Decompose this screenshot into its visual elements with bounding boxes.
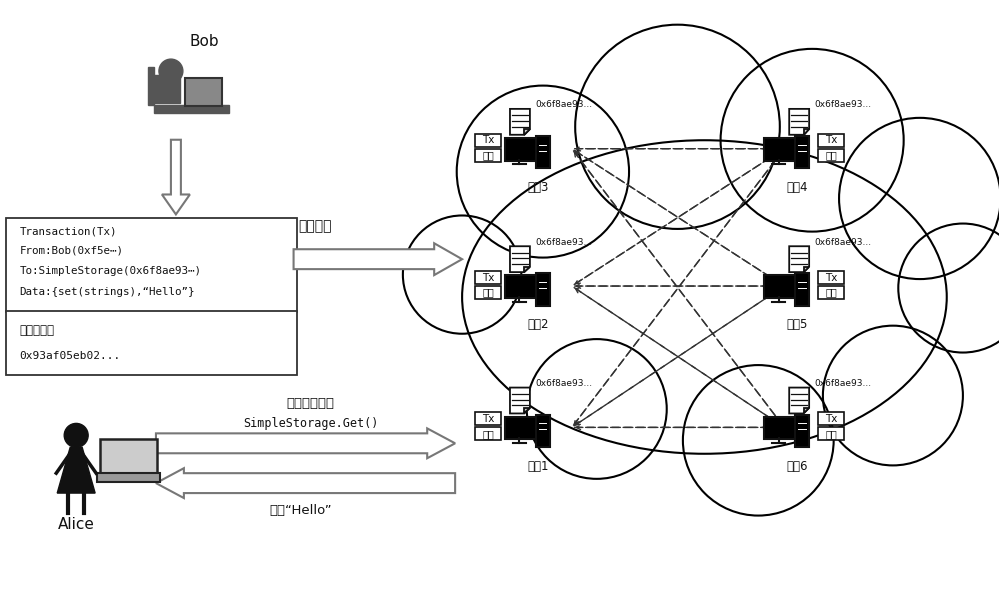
Polygon shape — [804, 408, 809, 413]
FancyBboxPatch shape — [475, 148, 501, 162]
FancyBboxPatch shape — [185, 78, 222, 106]
FancyBboxPatch shape — [818, 428, 844, 440]
Circle shape — [683, 365, 834, 516]
FancyBboxPatch shape — [795, 273, 809, 305]
Polygon shape — [804, 129, 809, 135]
Text: Bob: Bob — [189, 34, 219, 49]
Text: 签名: 签名 — [482, 429, 494, 439]
Polygon shape — [804, 267, 809, 272]
Ellipse shape — [462, 140, 947, 454]
FancyBboxPatch shape — [818, 286, 844, 299]
Circle shape — [457, 86, 629, 258]
Circle shape — [527, 339, 667, 479]
Polygon shape — [524, 408, 530, 413]
Circle shape — [823, 326, 963, 466]
Text: Tx: Tx — [482, 273, 494, 283]
FancyBboxPatch shape — [764, 275, 795, 298]
FancyBboxPatch shape — [6, 311, 297, 375]
Text: Tx: Tx — [482, 135, 494, 146]
Polygon shape — [510, 247, 530, 272]
FancyBboxPatch shape — [97, 473, 160, 482]
Text: Data:{set(strings),“Hello”}: Data:{set(strings),“Hello”} — [19, 287, 195, 297]
FancyBboxPatch shape — [6, 219, 297, 312]
Polygon shape — [789, 387, 809, 413]
Text: Transaction(Tx): Transaction(Tx) — [19, 226, 117, 236]
Polygon shape — [789, 109, 809, 135]
Text: 节点5: 节点5 — [786, 318, 808, 331]
Text: 0x6f8ae93...: 0x6f8ae93... — [535, 379, 592, 388]
Text: 0x6f8ae93...: 0x6f8ae93... — [814, 379, 871, 388]
Circle shape — [575, 25, 780, 229]
FancyBboxPatch shape — [818, 412, 844, 425]
Text: 0x6f8ae93...: 0x6f8ae93... — [814, 100, 871, 109]
Polygon shape — [789, 247, 809, 272]
Circle shape — [721, 49, 904, 232]
Text: Tx: Tx — [825, 414, 837, 424]
Text: 签名: 签名 — [825, 150, 837, 160]
Text: 签名: 签名 — [482, 150, 494, 160]
Polygon shape — [57, 447, 95, 493]
Polygon shape — [162, 140, 190, 214]
Text: 签名: 签名 — [825, 429, 837, 439]
Text: 节点6: 节点6 — [786, 460, 808, 473]
Polygon shape — [524, 129, 530, 135]
Text: From:Bob(0xf5e⋯): From:Bob(0xf5e⋯) — [19, 245, 123, 255]
Text: 0x6f8ae93...: 0x6f8ae93... — [535, 238, 592, 247]
FancyBboxPatch shape — [536, 273, 550, 305]
Text: 0x93af05eb02...: 0x93af05eb02... — [19, 350, 121, 361]
FancyBboxPatch shape — [818, 148, 844, 162]
Text: 0x6f8ae93...: 0x6f8ae93... — [535, 100, 592, 109]
Text: Alice: Alice — [58, 517, 95, 532]
FancyBboxPatch shape — [795, 415, 809, 447]
Polygon shape — [510, 387, 530, 413]
FancyBboxPatch shape — [475, 286, 501, 299]
Text: SimpleStorage.Get(): SimpleStorage.Get() — [243, 417, 378, 430]
Text: 签名: 签名 — [482, 287, 494, 298]
Text: 0x6f8ae93...: 0x6f8ae93... — [814, 238, 871, 247]
Text: 节点2: 节点2 — [527, 318, 549, 331]
FancyBboxPatch shape — [764, 138, 795, 160]
Circle shape — [898, 223, 1000, 353]
Text: Tx: Tx — [825, 273, 837, 283]
FancyBboxPatch shape — [475, 271, 501, 284]
FancyBboxPatch shape — [154, 105, 229, 113]
FancyBboxPatch shape — [505, 138, 536, 160]
Polygon shape — [524, 267, 530, 272]
Text: 查看合约状态: 查看合约状态 — [287, 397, 335, 410]
FancyBboxPatch shape — [154, 75, 180, 103]
Text: 数字签名：: 数字签名： — [19, 324, 54, 337]
Text: 返回“Hello”: 返回“Hello” — [269, 504, 332, 517]
Text: 发送交易: 发送交易 — [299, 219, 332, 233]
Text: Tx: Tx — [482, 414, 494, 424]
Text: To:SimpleStorage(0x6f8ae93⋯): To:SimpleStorage(0x6f8ae93⋯) — [19, 266, 201, 276]
Text: 签名: 签名 — [825, 287, 837, 298]
Circle shape — [839, 118, 1000, 279]
FancyBboxPatch shape — [764, 416, 795, 440]
FancyBboxPatch shape — [505, 275, 536, 298]
Text: 节点4: 节点4 — [786, 181, 808, 194]
Text: Tx: Tx — [825, 135, 837, 146]
FancyBboxPatch shape — [536, 136, 550, 168]
Polygon shape — [156, 428, 455, 458]
FancyBboxPatch shape — [818, 134, 844, 147]
Polygon shape — [156, 468, 455, 498]
FancyBboxPatch shape — [100, 440, 157, 476]
Circle shape — [159, 59, 183, 83]
FancyBboxPatch shape — [475, 134, 501, 147]
FancyBboxPatch shape — [505, 416, 536, 440]
Text: 节点3: 节点3 — [527, 181, 549, 194]
Text: 节点1: 节点1 — [527, 460, 549, 473]
Polygon shape — [294, 244, 462, 275]
FancyBboxPatch shape — [818, 271, 844, 284]
Polygon shape — [510, 109, 530, 135]
FancyBboxPatch shape — [536, 415, 550, 447]
FancyBboxPatch shape — [148, 67, 154, 105]
Circle shape — [403, 216, 521, 334]
FancyBboxPatch shape — [795, 136, 809, 168]
FancyBboxPatch shape — [475, 412, 501, 425]
FancyBboxPatch shape — [475, 428, 501, 440]
Circle shape — [64, 424, 88, 447]
